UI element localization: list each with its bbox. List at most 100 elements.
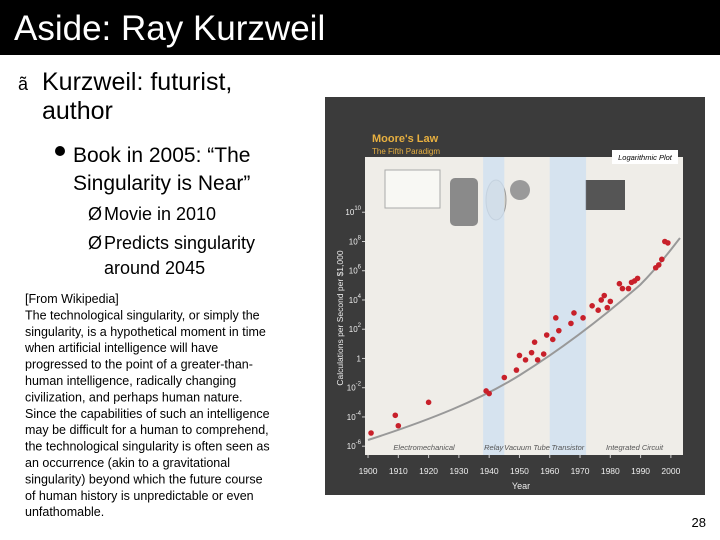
wiki-line: human intelligence, radically changing	[25, 374, 236, 388]
y-tick-exponent: -4	[356, 411, 362, 417]
photo-card	[384, 169, 441, 209]
title-bar	[0, 0, 720, 55]
y-tick-label: 10-2	[347, 382, 362, 393]
chart-title: Moore's Law	[372, 133, 439, 145]
bullet-text: author	[42, 97, 113, 125]
x-tick-label: 1960	[540, 466, 559, 476]
data-point	[655, 262, 662, 268]
data-point	[553, 315, 559, 321]
annotation: Logarithmic Plot	[618, 153, 673, 162]
y-tick-exponent: 10	[354, 206, 361, 212]
data-point	[549, 336, 556, 343]
wiki-line: singularity) beyond which the future cou…	[25, 472, 263, 486]
y-tick-exponent: 4	[358, 294, 362, 300]
data-point	[634, 275, 641, 282]
wiki-line: may be difficult for a human to comprehe…	[25, 423, 269, 437]
paradigm-label: Integrated Circuit	[606, 443, 664, 452]
data-point	[528, 349, 535, 356]
bullet-text: around 2045	[104, 258, 205, 278]
data-point	[619, 285, 626, 292]
y-tick-label: 1010	[345, 206, 361, 217]
y-tick-exponent: 8	[358, 235, 362, 241]
y-tick-exponent: 6	[358, 265, 362, 271]
y-tick-label: 102	[349, 323, 362, 334]
data-point	[580, 315, 586, 321]
x-tick-label: 1950	[510, 466, 529, 476]
y-tick-base: 10	[349, 296, 358, 305]
wiki-line: progressed to the point of a greater-tha…	[25, 358, 253, 372]
chart-subtitle: The Fifth Paradigm	[372, 147, 440, 156]
data-point	[568, 320, 574, 327]
paradigm-label: Vacuum Tube	[504, 443, 550, 452]
bullet-text: Book in 2005: “The	[73, 144, 250, 167]
y-tick-label: 108	[349, 235, 362, 246]
text-area: ã Kurzweil: futurist,author Book in 2005: …	[18, 68, 706, 530]
data-point	[625, 285, 632, 292]
paradigm-label: Transistor	[552, 443, 585, 452]
wiki-line: the technological singularity is often s…	[25, 440, 270, 454]
wiki-line: civilization, and perhaps human nature.	[25, 390, 243, 404]
paradigm-label: Relay	[484, 443, 504, 452]
data-point	[543, 332, 550, 338]
y-tick-base: 10	[347, 442, 356, 451]
data-point	[665, 240, 671, 246]
x-tick-label: 1900	[359, 466, 378, 476]
x-tick-label: 1910	[389, 466, 408, 476]
data-point	[589, 302, 595, 309]
data-point	[604, 304, 611, 311]
y-tick-exponent: 2	[358, 323, 362, 329]
data-point	[595, 307, 601, 313]
x-tick-label: 1930	[449, 466, 468, 476]
wiki-line: of human history is unpredictable or eve…	[25, 489, 254, 503]
wiki-line: [From Wikipedia]	[25, 292, 119, 306]
data-point	[368, 430, 374, 436]
data-point	[556, 327, 562, 334]
wiki-line: Since the capabilities of such an intell…	[25, 407, 270, 421]
bullet-text: Kurzweil: futurist,	[42, 68, 232, 96]
y-tick-label: 1	[357, 354, 362, 363]
page-number: 28	[692, 515, 706, 530]
wiki-line: singularity, is a hypothetical moment in…	[25, 325, 266, 339]
x-tick-label: 2000	[661, 466, 680, 476]
data-point	[501, 374, 508, 381]
bullet-marker: Ø	[88, 204, 102, 224]
x-tick-label: 1970	[571, 466, 590, 476]
x-tick-label: 1920	[419, 466, 438, 476]
bullet-marker: Ø	[88, 233, 102, 253]
y-tick-base: 10	[347, 384, 356, 393]
photo-chip	[585, 180, 625, 210]
wiki-line: when artificial intelligence will have	[24, 341, 218, 355]
bullet-text: Predicts singularity	[104, 233, 255, 253]
data-point	[601, 292, 608, 299]
y-tick-label: 10-6	[347, 440, 362, 451]
bullet-marker: ã	[18, 74, 29, 94]
photo-transistor	[510, 180, 530, 200]
x-tick-label: 1980	[601, 466, 620, 476]
data-point	[392, 412, 399, 419]
paradigm-band	[549, 157, 587, 455]
x-tick-label: 1990	[631, 466, 650, 476]
data-point	[513, 367, 520, 373]
data-point	[531, 339, 538, 345]
bullet-text: Movie in 2010	[104, 204, 216, 224]
data-point	[534, 357, 541, 363]
y-tick-base: 10	[347, 413, 356, 422]
x-tick-label: 1940	[480, 466, 499, 476]
y-tick-exponent: -6	[356, 440, 362, 446]
y-tick-label: 10-4	[347, 411, 362, 422]
y-tick-base: 10	[349, 267, 358, 276]
y-axis-label: Calculations per Second per $1,000	[335, 250, 345, 385]
data-point	[540, 351, 547, 357]
photo-relay	[450, 178, 478, 226]
figure: Electromechanical Relay Vacuum Tube Transis…	[325, 97, 705, 495]
component-photos	[384, 169, 625, 226]
data-point	[607, 298, 614, 305]
data-point	[395, 422, 402, 429]
data-point	[522, 357, 529, 363]
bullet-text: Singularity is Near”	[73, 172, 250, 195]
data-point	[598, 297, 605, 303]
data-point	[616, 280, 623, 287]
wiki-line: The technological singularity, or simply…	[25, 308, 260, 322]
wiki-line: unfathomable.	[25, 505, 104, 519]
y-tick-exponent: -2	[356, 382, 362, 388]
